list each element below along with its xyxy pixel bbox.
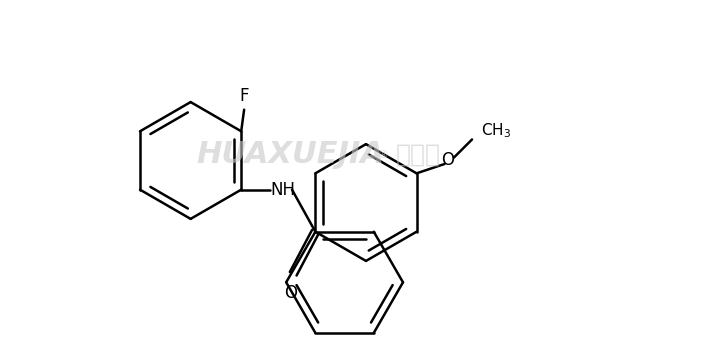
Text: O: O [284,284,297,302]
Text: HUAXUEJIA: HUAXUEJIA [196,140,384,169]
Text: F: F [239,87,249,105]
Text: O: O [441,151,454,169]
Text: CH$_3$: CH$_3$ [481,121,511,140]
Text: ®: ® [378,150,389,159]
Text: 化学加: 化学加 [396,143,441,167]
Text: NH: NH [271,181,296,199]
